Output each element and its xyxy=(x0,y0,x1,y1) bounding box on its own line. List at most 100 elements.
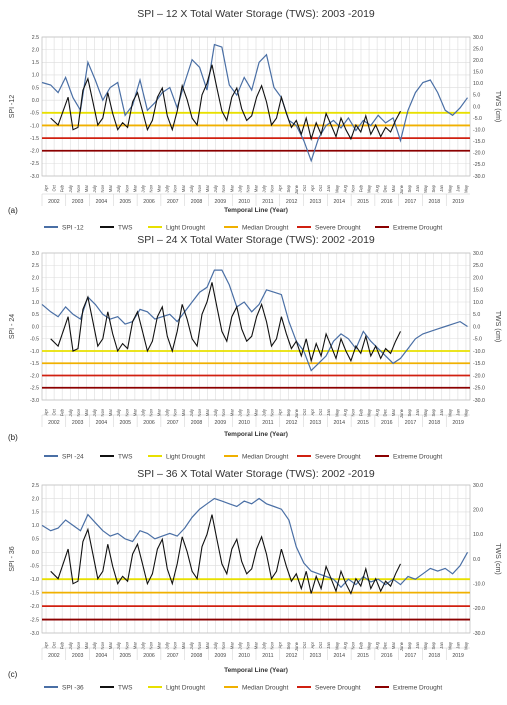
x-year-label: 2003 xyxy=(72,199,84,205)
x-month-label: Mar xyxy=(205,184,210,192)
x-month-label: Nov xyxy=(270,641,275,649)
x-month-label: Jan xyxy=(326,641,331,648)
series-line xyxy=(41,497,469,589)
x-month-label: July xyxy=(92,641,97,649)
y-tick-label: 1.0 xyxy=(32,523,39,529)
x-month-label: Sep xyxy=(407,184,412,192)
series-line xyxy=(41,43,468,163)
y-tick-label: -2.5 xyxy=(30,386,39,392)
x-year-label: 2017 xyxy=(405,420,417,426)
x-month-label: May xyxy=(447,408,452,417)
y-tick-label: -2.5 xyxy=(30,161,39,167)
x-month-label: May xyxy=(334,408,339,417)
x-month-label: Nov xyxy=(100,184,105,192)
x-month-label: Nov xyxy=(197,408,202,416)
x-year-label: 2002 xyxy=(48,653,60,659)
x-month-label: Oct xyxy=(52,408,57,415)
y-tick-label: 0.5 xyxy=(32,537,39,543)
x-month-label: Mar xyxy=(181,408,186,416)
x-month-label: July xyxy=(262,641,267,649)
panel-letter: (b) xyxy=(8,433,18,442)
x-month-label: June xyxy=(294,184,299,194)
x-month-label: July xyxy=(213,184,218,192)
y2-tick-label: 20.0 xyxy=(473,507,483,513)
x-month-label: Oct xyxy=(52,184,57,191)
y-axis-title: SPI - 24 xyxy=(9,314,16,339)
y2-tick-label: 5.0 xyxy=(473,312,480,318)
x-month-label: Nov xyxy=(350,408,355,416)
y-tick-label: 0.0 xyxy=(32,98,39,104)
x-month-label: Mar xyxy=(254,641,259,649)
y2-tick-label: -25.0 xyxy=(473,386,485,392)
x-month-label: Sep xyxy=(407,408,412,416)
x-month-label: Sep xyxy=(286,641,291,649)
legend-label: TWS xyxy=(118,453,133,460)
x-year-label: 2010 xyxy=(238,199,250,205)
x-month-label: Mar xyxy=(391,184,396,192)
x-year-label: 2013 xyxy=(310,199,322,205)
x-year-label: 2014 xyxy=(333,420,345,426)
x-month-label: Aug xyxy=(342,184,347,192)
panel-letter: (a) xyxy=(8,206,18,215)
x-month-label: Jan xyxy=(439,641,444,648)
y-tick-label: -1.5 xyxy=(30,590,39,596)
x-month-label: Oct xyxy=(318,408,323,415)
y-tick-label: -2.0 xyxy=(30,373,39,379)
x-month-label: July xyxy=(92,184,97,192)
x-year-label: 2005 xyxy=(119,420,131,426)
x-month-label: May xyxy=(423,641,428,650)
x-month-label: Feb xyxy=(60,641,65,649)
x-year-label: 2003 xyxy=(72,420,84,426)
x-year-label: 2011 xyxy=(262,199,273,205)
x-month-label: Aug xyxy=(342,408,347,416)
x-month-label: June xyxy=(399,641,404,651)
panel-letter: (c) xyxy=(8,670,18,679)
x-year-label: 2019 xyxy=(452,420,464,426)
x-month-label: Nov xyxy=(221,641,226,649)
y2-tick-label: -15.0 xyxy=(473,361,485,367)
x-year-label: 2018 xyxy=(429,420,441,426)
y-tick-label: 0.5 xyxy=(32,85,39,91)
x-month-label: Mar xyxy=(391,408,396,416)
y-tick-label: -1.5 xyxy=(30,136,39,142)
x-month-label: Apr xyxy=(278,408,283,415)
plot-area xyxy=(41,252,471,401)
x-month-label: Mar xyxy=(254,184,259,192)
x-month-label: Mar xyxy=(108,408,113,416)
x-month-label: Mar xyxy=(108,184,113,192)
x-month-label: Nov xyxy=(124,184,129,192)
legend-label: TWS xyxy=(118,684,133,691)
x-month-label: Aug xyxy=(375,641,380,649)
x-month-label: July xyxy=(189,641,194,649)
y2-tick-label: 30.0 xyxy=(473,251,483,257)
y-tick-label: 2.5 xyxy=(32,35,39,41)
x-year-label: 2009 xyxy=(215,420,227,426)
x-year-label: 2015 xyxy=(357,420,369,426)
x-year-label: 2004 xyxy=(96,653,108,659)
x-month-label: Nov xyxy=(197,641,202,649)
x-month-label: Mar xyxy=(229,184,234,192)
x-month-label: July xyxy=(116,641,121,649)
y-tick-label: 1.5 xyxy=(32,510,39,516)
x-month-label: Oct xyxy=(52,641,57,648)
y2-tick-label: 20.0 xyxy=(473,58,483,64)
x-month-label: Apr xyxy=(310,641,315,648)
x-month-label: Oct xyxy=(302,184,307,191)
x-month-label: Nov xyxy=(76,184,81,192)
x-month-label: Nov xyxy=(245,408,250,416)
y-tick-label: 0.5 xyxy=(32,312,39,318)
x-year-label: 2018 xyxy=(429,653,441,659)
x-axis-title: Temporal Line (Year) xyxy=(224,667,288,674)
y2-tick-label: 25.0 xyxy=(473,263,483,269)
x-month-label: July xyxy=(140,408,145,416)
legend-label: Median Drought xyxy=(242,224,288,231)
plot-area xyxy=(41,484,471,634)
x-month-label: July xyxy=(140,184,145,192)
y2-tick-label: 10.0 xyxy=(473,300,483,306)
y-tick-label: -3.0 xyxy=(30,398,39,404)
x-year-label: 2007 xyxy=(167,199,179,205)
x-month-label: Apr xyxy=(44,184,49,191)
x-month-label: Mar xyxy=(132,184,137,192)
x-month-label: July xyxy=(140,641,145,649)
x-month-label: Jan xyxy=(439,408,444,415)
